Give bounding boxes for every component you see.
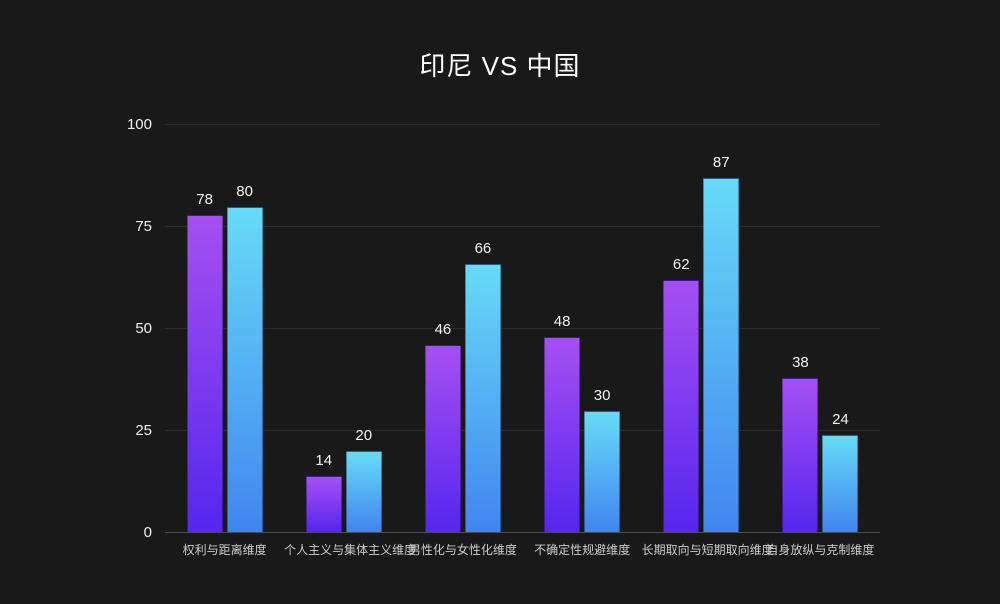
bar-value-label: 24 <box>832 411 849 429</box>
bar-column: 48 <box>544 313 581 533</box>
gridline <box>165 328 880 329</box>
category-label: 自身放纵与克制维度 <box>766 543 875 557</box>
bar-value-label: 87 <box>712 154 730 172</box>
bar-china <box>822 435 859 533</box>
bar-value-label: 38 <box>792 353 809 371</box>
y-axis-tick-label: 50 <box>135 320 152 337</box>
bar-value-label: 66 <box>474 239 492 257</box>
bar-value-label: 48 <box>553 313 571 331</box>
gridline <box>165 430 880 431</box>
bar-value-label: 78 <box>196 190 213 208</box>
bar-column: 87 <box>703 154 740 533</box>
bar-column: 62 <box>663 256 700 533</box>
category-group: 46 66 <box>403 125 522 533</box>
plot-area: 78 80 14 20 46 66 48 30 62 87 38 24 <box>165 124 880 533</box>
y-axis-tick-label: 0 <box>143 524 152 541</box>
bar-china <box>464 263 501 533</box>
category-group: 62 87 <box>642 125 761 533</box>
bar-indonesia <box>186 214 223 533</box>
gridline <box>165 226 880 227</box>
category-label: 权利与距离维度 <box>182 543 267 557</box>
bar-value-label: 14 <box>315 451 333 469</box>
bar-value-label: 20 <box>355 427 373 445</box>
bar-column: 78 <box>186 190 223 533</box>
y-axis-tick-label: 25 <box>135 422 152 439</box>
y-axis-tick-label: 75 <box>135 218 152 235</box>
bar-value-label: 46 <box>434 321 452 339</box>
bar-column: 46 <box>424 321 461 533</box>
bar-column: 14 <box>305 451 342 533</box>
bar-column: 30 <box>584 386 621 533</box>
bar-indonesia <box>424 345 461 533</box>
chart-title: 印尼 VS 中国 <box>419 51 581 81</box>
category-group: 14 20 <box>284 125 403 533</box>
category-label: 个人主义与集体主义维度 <box>284 543 417 557</box>
category-group: 78 80 <box>165 125 284 533</box>
category-label: 男性化与女性化维度 <box>408 543 517 557</box>
bar-indonesia <box>782 377 819 533</box>
x-axis-baseline <box>165 532 880 533</box>
category-group: 38 24 <box>761 125 880 533</box>
y-axis-tick-label: 100 <box>126 116 152 133</box>
bar-china <box>226 206 263 533</box>
category-label: 长期取向与短期取向维度 <box>641 543 774 557</box>
bar-column: 38 <box>782 353 819 533</box>
bar-china <box>703 178 740 533</box>
bar-indonesia <box>663 280 700 533</box>
bar-column: 80 <box>226 182 263 533</box>
bar-column: 20 <box>345 427 382 533</box>
bar-value-label: 62 <box>672 256 690 274</box>
bar-column: 66 <box>464 239 501 533</box>
bar-value-label: 30 <box>593 386 611 404</box>
bar-indonesia <box>544 337 581 533</box>
gridline <box>165 124 880 125</box>
bar-value-label: 80 <box>236 182 253 200</box>
bar-china <box>584 410 621 533</box>
category-group: 48 30 <box>523 125 642 533</box>
bar-indonesia <box>305 475 342 533</box>
bar-china <box>345 451 382 533</box>
category-label: 不确定性规避维度 <box>534 543 631 557</box>
bar-column: 24 <box>822 411 859 533</box>
